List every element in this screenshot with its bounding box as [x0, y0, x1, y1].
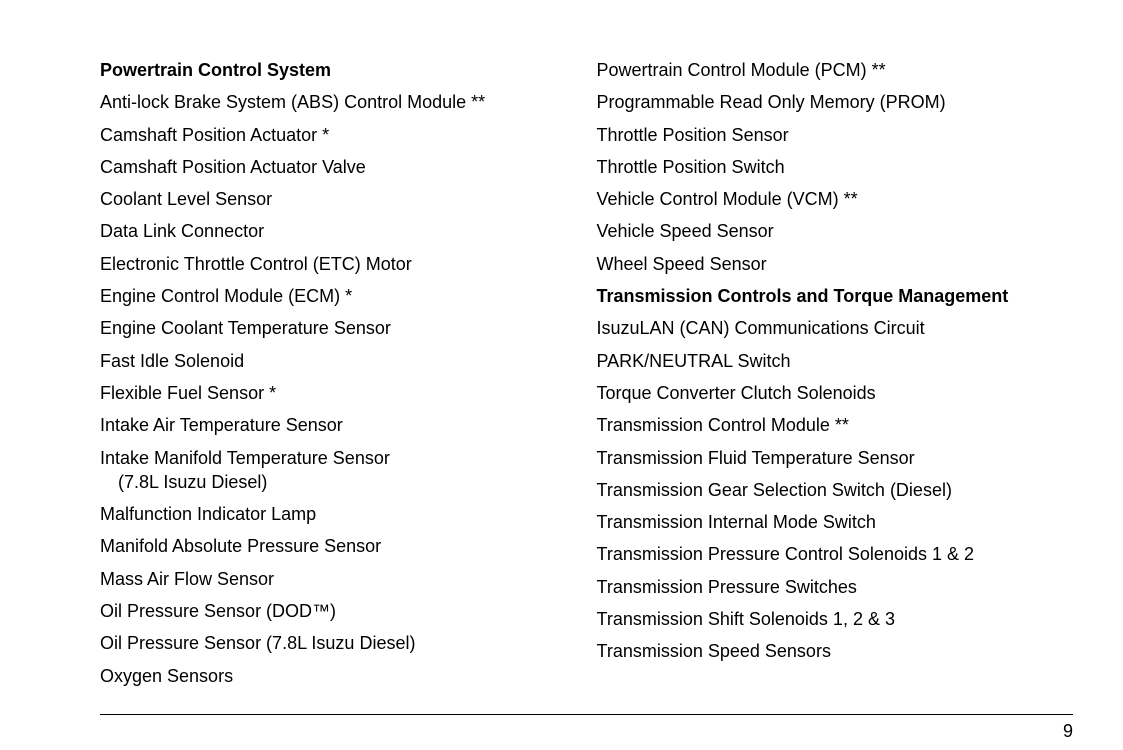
list-item: Oxygen Sensors [100, 664, 537, 688]
list-item: Transmission Pressure Switches [597, 575, 1034, 599]
list-item: Torque Converter Clutch Solenoids [597, 381, 1034, 405]
list-item-multiline: Intake Manifold Temperature Sensor [100, 446, 537, 470]
footer-line [100, 714, 1073, 715]
list-item: Throttle Position Switch [597, 155, 1034, 179]
list-item: Engine Coolant Temperature Sensor [100, 316, 537, 340]
list-item: Transmission Control Module ** [597, 413, 1034, 437]
list-item: Transmission Fluid Temperature Sensor [597, 446, 1034, 470]
list-item: Oil Pressure Sensor (DOD™) [100, 599, 537, 623]
list-item: Engine Control Module (ECM) * [100, 284, 537, 308]
list-item: Data Link Connector [100, 219, 537, 243]
page-container: Powertrain Control System Anti-lock Brak… [0, 0, 1123, 736]
list-item-line1: Intake Manifold Temperature Sensor [100, 448, 390, 468]
list-item: Oil Pressure Sensor (7.8L Isuzu Diesel) [100, 631, 537, 655]
list-item: Throttle Position Sensor [597, 123, 1034, 147]
right-column: Powertrain Control Module (PCM) ** Progr… [597, 58, 1034, 696]
list-item: Transmission Gear Selection Switch (Dies… [597, 478, 1034, 502]
list-item: Transmission Shift Solenoids 1, 2 & 3 [597, 607, 1034, 631]
list-item: Vehicle Control Module (VCM) ** [597, 187, 1034, 211]
list-item: Electronic Throttle Control (ETC) Motor [100, 252, 537, 276]
list-item: Anti-lock Brake System (ABS) Control Mod… [100, 90, 537, 114]
list-item: Mass Air Flow Sensor [100, 567, 537, 591]
list-item: Vehicle Speed Sensor [597, 219, 1034, 243]
list-item: Transmission Internal Mode Switch [597, 510, 1034, 534]
list-item: PARK/NEUTRAL Switch [597, 349, 1034, 373]
list-item: Programmable Read Only Memory (PROM) [597, 90, 1034, 114]
section-header-powertrain: Powertrain Control System [100, 58, 537, 82]
list-item: Camshaft Position Actuator Valve [100, 155, 537, 179]
section-header-transmission: Transmission Controls and Torque Managem… [597, 284, 1034, 308]
left-column: Powertrain Control System Anti-lock Brak… [100, 58, 537, 696]
list-item: Transmission Pressure Control Solenoids … [597, 542, 1034, 566]
list-item: Camshaft Position Actuator * [100, 123, 537, 147]
list-item-subline: (7.8L Isuzu Diesel) [100, 470, 537, 494]
list-item: Fast Idle Solenoid [100, 349, 537, 373]
list-item: Flexible Fuel Sensor * [100, 381, 537, 405]
list-item: Transmission Speed Sensors [597, 639, 1034, 663]
list-item: Intake Air Temperature Sensor [100, 413, 537, 437]
list-item: Wheel Speed Sensor [597, 252, 1034, 276]
page-number: 9 [1063, 721, 1073, 742]
list-item: Manifold Absolute Pressure Sensor [100, 534, 537, 558]
list-item: IsuzuLAN (CAN) Communications Circuit [597, 316, 1034, 340]
list-item: Malfunction Indicator Lamp [100, 502, 537, 526]
list-item: Coolant Level Sensor [100, 187, 537, 211]
list-item: Powertrain Control Module (PCM) ** [597, 58, 1034, 82]
